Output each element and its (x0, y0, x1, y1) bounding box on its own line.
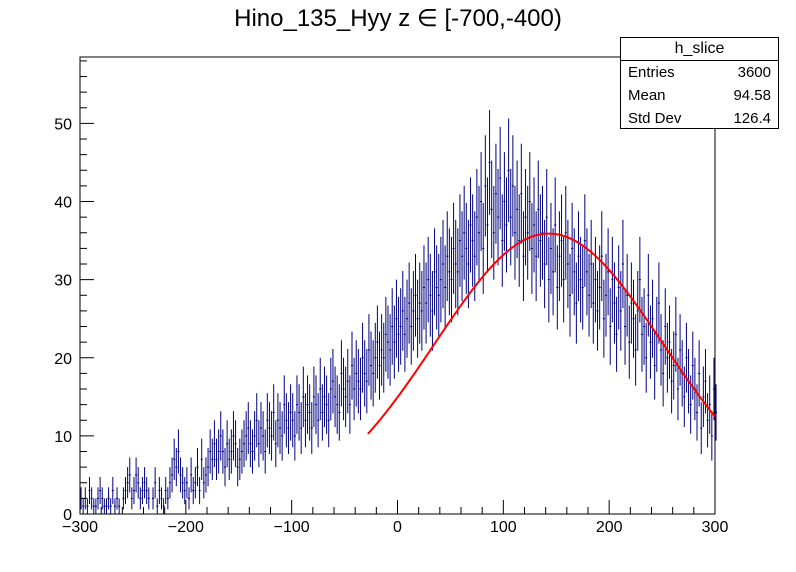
chart-title: Hino_135_Hyy z ∈ [-700,-400) (234, 5, 562, 32)
x-tick-label: 200 (596, 519, 623, 536)
y-tick-label: 30 (54, 273, 72, 290)
stats-row-mean: Mean 94.58 (621, 84, 778, 107)
y-tick-label: 0 (63, 507, 72, 524)
y-tick-label: 50 (54, 116, 72, 133)
fit-curve (367, 232, 716, 435)
gaussian-fit-line (367, 232, 716, 435)
x-tick-label: 300 (702, 519, 729, 536)
y-tick-label: 20 (54, 351, 72, 368)
y-tick-label: 40 (54, 195, 72, 212)
x-tick-label: 0 (393, 519, 402, 536)
x-tick-label: 100 (490, 519, 517, 536)
stats-row-stddev: Std Dev 126.4 (621, 107, 778, 130)
x-tick-label: −200 (168, 519, 204, 536)
stats-entries-value: 3600 (737, 64, 771, 81)
x-tick-label: −100 (274, 519, 310, 536)
stats-box: h_slice Entries 3600 Mean 94.58 Std Dev … (620, 37, 779, 129)
stats-mean-value: 94.58 (733, 87, 771, 104)
stats-stddev-value: 126.4 (733, 110, 771, 127)
y-tick-label: 10 (54, 429, 72, 446)
histogram-bars (80, 110, 718, 515)
axis-ticks: −300 −200 −100 0 100 200 300 0 10 20 30 40 50 (54, 60, 729, 536)
stats-row-entries: Entries 3600 (621, 61, 778, 84)
stats-mean-label: Mean (628, 87, 666, 104)
stats-title: h_slice (621, 38, 778, 61)
stats-entries-label: Entries (628, 64, 675, 81)
x-tick-label: −300 (62, 519, 98, 536)
stats-stddev-label: Std Dev (628, 110, 682, 127)
